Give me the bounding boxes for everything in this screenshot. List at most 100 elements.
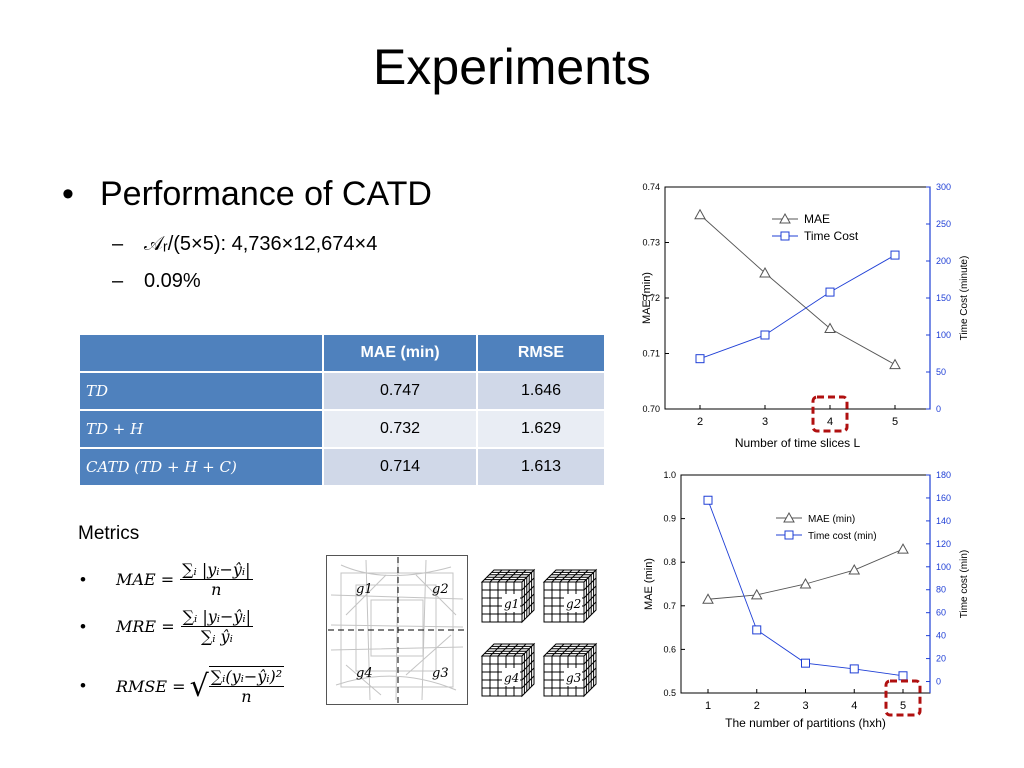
legend-marker [784,530,794,540]
x-tick-label: 5 [892,416,898,428]
bullet-dot: • [62,175,74,213]
series-line [699,254,896,360]
bullet-dot: • [80,676,86,695]
legend-label: Time cost (min) [808,531,877,542]
main-bullet: • Performance of CATD [62,175,432,214]
map-label: g1 [356,582,373,597]
y-right-tick-label: 120 [936,539,951,549]
y-tick-label: 0.73 [642,238,660,248]
data-point [849,664,859,674]
chart-time-slices: 0.70 0.71 0.72 0.73 0.74 0 50 100 150 200 250 300 2 3… [641,182,970,450]
cube-side [521,642,535,698]
sub-bullet-text: 𝒜ᵣ/(5×5): 4,736×12,674×4 [144,233,378,255]
y-tick-label: 0.8 [663,557,676,567]
cube-label-bg [564,594,582,612]
data-point [760,330,770,340]
data-point [825,287,835,297]
data-point [824,322,836,334]
cube-label-bg [502,594,520,612]
data-point [898,671,908,681]
x-tick-label: 2 [697,416,703,428]
legend-label: MAE [804,212,830,226]
rmse-value: 1.646 [476,371,606,411]
y-right-tick-label: 100 [936,562,951,572]
y-right-tick-label: 300 [936,182,951,192]
x-tick-label: 2 [754,700,760,712]
cube-side [583,642,597,698]
data-point [750,588,763,600]
sqrt-icon: √ [189,668,209,704]
y-right-tick-label: 50 [936,367,946,377]
x-tick-label: 1 [705,700,711,712]
main-bullet-text: Performance of CATD [100,175,432,213]
row-label: CATD (TD + H + C) [78,447,324,487]
y-tick-label: 0.7 [663,601,676,611]
mae-value: 0.714 [322,447,478,487]
cube-label: g3 [566,671,582,685]
y-tick-label: 0.74 [642,182,660,192]
y-right-tick-label: 150 [936,293,951,303]
legend-label: Time Cost [804,229,859,243]
map-label: g3 [432,666,449,681]
chart-partitions: 0.5 0.6 0.7 0.8 0.9 1.0 0 20 40 60 80 100 120 140 160 1… [643,470,970,730]
y-tick-label: 0.9 [663,514,676,524]
y-tick-label: 0.6 [663,644,676,654]
metric-denominator: ∑ᵢ ŷᵢ [200,627,233,646]
metric-mre: • MRE = ∑ᵢ |yᵢ−ŷᵢ| ∑ᵢ ŷᵢ [80,607,254,646]
bullet-dot: • [80,616,86,636]
y-tick-label: 0.71 [642,349,660,359]
metric-numerator: ∑ᵢ |yᵢ−ŷᵢ| [180,607,254,627]
table-row: CATD (TD + H + C) 0.714 1.613 [78,447,606,487]
y-right-axis-label: Time Cost (minute) [959,256,970,341]
data-point [889,358,901,370]
series-line [707,548,904,600]
tensor-cube: g3 [542,642,598,698]
mae-value: 0.732 [322,409,478,449]
results-table: MAE (min) RMSE TD 0.747 1.646 TD + H 0.7… [78,333,606,487]
cube-label: g1 [504,597,519,611]
y-right-tick-label: 0 [936,404,941,414]
metric-lhs: MRE = [116,617,175,636]
rmse-value: 1.629 [476,409,606,449]
bullet-dot: • [80,569,86,589]
data-point [801,658,810,668]
x-axis-label: Number of time slices L [735,436,861,450]
metric-mae: • MAE = ∑ᵢ |yᵢ−ŷᵢ| n [80,560,253,599]
data-point [897,543,909,554]
table-header-mae: MAE (min) [322,333,478,373]
y-tick-label: 0.5 [663,688,676,698]
y-tick-label: 0.72 [642,293,660,303]
row-label: TD + H [78,409,324,449]
sub-bullet-1: – 𝒜ᵣ/(5×5): 4,736×12,674×4 [112,233,377,256]
metric-denominator: n [211,580,222,599]
y-right-tick-label: 140 [936,516,951,526]
cube-side [521,568,535,624]
tensor-cube: g2 [542,568,598,624]
metric-rmse: • RMSE = √ ∑ᵢ(yᵢ−ŷᵢ)² n [80,666,285,706]
highlight-box [884,679,922,717]
sub-dash: – [112,270,124,292]
y-right-axis-label: Time cost (min) [959,550,970,619]
series-line [699,214,896,365]
metric-fraction: ∑ᵢ |yᵢ−ŷᵢ| n [180,560,253,599]
metric-fraction: ∑ᵢ |yᵢ−ŷᵢ| ∑ᵢ ŷᵢ [180,607,254,646]
tensor-cube: g1 [480,568,536,624]
sub-dash: – [112,233,124,255]
data-point [702,593,714,604]
metric-fraction: ∑ᵢ(yᵢ−ŷᵢ)² n [208,666,285,706]
legend-marker [779,212,791,224]
metric-numerator: ∑ᵢ(yᵢ−ŷᵢ)² [208,667,285,687]
cube-label-bg [564,668,582,686]
table-row: TD + H 0.732 1.629 [78,409,606,449]
x-axis-label: The number of partitions (hxh) [725,716,886,730]
data-point [703,495,713,505]
y-right-tick-label: 100 [936,330,951,340]
legend-marker [780,231,790,241]
table-header-rmse: RMSE [476,333,606,373]
legend-marker [783,511,795,523]
table-header-row: MAE (min) RMSE [78,333,606,373]
sub-bullet-2: –0.09% [112,270,201,293]
plot-frame [664,186,931,410]
legend-label: MAE (min) [808,514,855,525]
x-tick-label: 3 [762,416,768,428]
